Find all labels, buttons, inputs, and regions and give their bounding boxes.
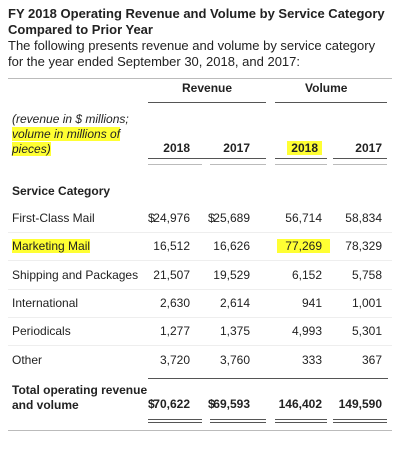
- year-rule: [210, 164, 266, 165]
- row-rule: [8, 260, 392, 262]
- note-text: volume in millions of: [12, 127, 129, 142]
- intro: The following presents revenue and volum…: [8, 38, 376, 69]
- cell: 2,614: [219, 295, 250, 310]
- cell: 19,529: [213, 267, 250, 282]
- cell: 4,993: [291, 324, 322, 339]
- cell: 78,329: [345, 239, 382, 254]
- cell: 333: [301, 352, 322, 367]
- double-rule: [210, 422, 266, 423]
- cell: 56,714: [285, 211, 322, 225]
- section-label: Service Category: [12, 184, 111, 198]
- year-rule: [275, 164, 327, 165]
- cell: 21,507: [153, 267, 190, 282]
- rule: [148, 378, 388, 379]
- row-rule: [8, 345, 392, 347]
- double-rule: [148, 422, 202, 423]
- year-rule: [333, 164, 387, 165]
- header-rule: [275, 102, 387, 103]
- group-header: Revenue: [182, 81, 233, 95]
- cell: 5,301: [351, 324, 382, 339]
- row-rule: [8, 316, 392, 318]
- cell: 1,375: [219, 324, 250, 339]
- row-rule: [8, 288, 392, 290]
- row-label: Shipping and Packages: [12, 267, 139, 282]
- double-rule: [333, 419, 387, 420]
- cell: 1,001: [351, 295, 382, 310]
- year-header: 2018: [163, 141, 190, 155]
- row-label: Periodicals: [12, 324, 71, 339]
- row-rule: [8, 232, 392, 233]
- total-label: Total operating revenue: [12, 383, 148, 397]
- currency: $: [208, 397, 215, 411]
- total-cell: 70,622: [153, 397, 190, 411]
- year-header: 2018: [287, 141, 322, 155]
- note-text: pieces): [12, 142, 129, 157]
- row-label: First-Class Mail: [12, 211, 95, 225]
- note-highlight: pieces): [12, 142, 51, 156]
- cell: 2,630: [159, 295, 190, 310]
- year-rule: [210, 158, 266, 159]
- double-rule: [148, 419, 202, 420]
- cell: 3,760: [219, 352, 250, 367]
- year-rule: [148, 164, 202, 165]
- double-rule: [275, 422, 327, 423]
- cell: 77,269: [277, 239, 330, 254]
- cell: 24,976: [153, 211, 190, 225]
- cell: 367: [361, 352, 382, 367]
- double-rule: [275, 419, 327, 420]
- row-label: International: [12, 295, 79, 310]
- cell: 3,720: [159, 352, 190, 367]
- top-rule: [8, 78, 392, 79]
- currency: $: [148, 211, 155, 225]
- year-rule: [333, 158, 387, 159]
- row-label: Marketing Mail: [12, 239, 91, 254]
- year-header: 2017: [355, 141, 382, 155]
- note-text: (revenue in $ millions;: [12, 112, 129, 126]
- bottom-rule: [8, 430, 392, 431]
- cell: 5,758: [351, 267, 382, 282]
- cell: 25,689: [213, 211, 250, 225]
- cell: 6,152: [291, 267, 322, 282]
- title: FY 2018 Operating Revenue and Volume by …: [8, 6, 385, 37]
- cell: 1,277: [159, 324, 190, 339]
- cell: 16,512: [153, 239, 190, 254]
- double-rule: [210, 419, 266, 420]
- total-label: and volume: [12, 398, 79, 412]
- cell: 16,626: [213, 239, 250, 254]
- currency: $: [208, 211, 215, 225]
- currency: $: [148, 397, 155, 411]
- year-header: 2017: [223, 141, 250, 155]
- year-rule: [275, 158, 327, 159]
- header-rule: [148, 102, 266, 103]
- double-rule: [333, 422, 387, 423]
- total-cell: 146,402: [278, 397, 322, 411]
- total-cell: 69,593: [213, 397, 250, 411]
- total-cell: 149,590: [338, 397, 382, 411]
- row-label: Other: [12, 352, 43, 367]
- year-rule: [148, 158, 266, 159]
- note-highlight: volume in millions of: [12, 127, 121, 141]
- group-header: Volume: [305, 81, 348, 95]
- unit-note: (revenue in $ millions; volume in millio…: [12, 112, 129, 157]
- cell: 941: [301, 295, 322, 310]
- cell: 58,834: [345, 211, 382, 225]
